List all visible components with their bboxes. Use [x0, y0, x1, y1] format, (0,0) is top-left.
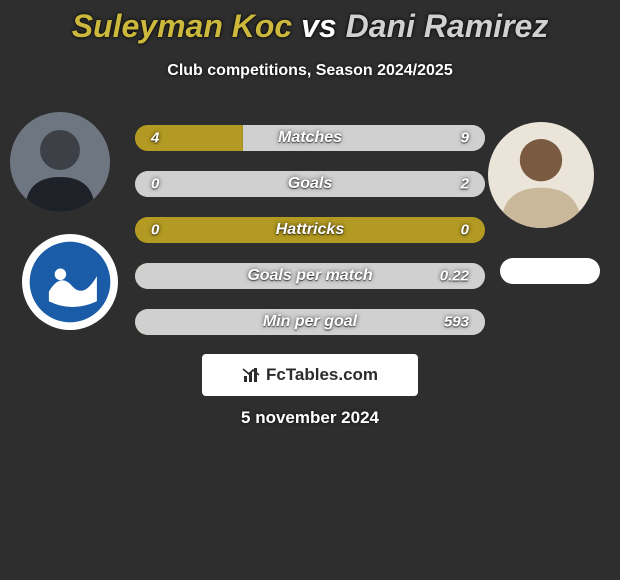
stat-row: Goals0 2	[135, 171, 485, 197]
stat-value-b: 0	[461, 222, 469, 239]
stat-row: Matches4 9	[135, 125, 485, 151]
stat-bars: Matches49Goals02Hattricks00Goals per mat…	[135, 125, 485, 355]
stat-row: Min per goal593	[135, 309, 485, 335]
branding-badge: FcTables.com	[202, 354, 418, 396]
title-player-b: Dani Ramirez	[346, 8, 549, 44]
stat-label: Matches	[135, 129, 485, 147]
title-player-a: Suleyman Koc	[72, 8, 293, 44]
stat-label: Min per goal	[135, 313, 485, 331]
stat-value-b: 0.22	[440, 268, 469, 285]
branding-text: FcTables.com	[266, 365, 378, 385]
stat-value-b: 9	[461, 130, 469, 147]
subtitle: Club competitions, Season 2024/2025	[0, 62, 620, 80]
stat-value-a: 4	[151, 130, 159, 147]
stat-value-b: 593	[444, 314, 469, 331]
stat-value-b: 2	[461, 176, 469, 193]
date-footer: 5 november 2024	[0, 408, 620, 428]
avatar-placeholder	[488, 122, 594, 228]
avatar-player-b	[488, 122, 594, 228]
comparison-canvas: Suleyman Koc vs Dani Ramirez Club compet…	[0, 0, 620, 580]
avatar-placeholder	[10, 112, 110, 212]
stat-value-a: 0	[151, 222, 159, 239]
person-icon	[10, 112, 110, 212]
person-icon	[488, 122, 594, 228]
team-logo-a	[22, 234, 118, 330]
stat-label: Hattricks	[135, 221, 485, 239]
stat-value-a: 0	[151, 176, 159, 193]
stat-label: Goals	[135, 175, 485, 193]
team-logo-b	[500, 258, 600, 284]
chart-icon	[242, 366, 262, 384]
stat-row: Hattricks0 0	[135, 217, 485, 243]
title-sep: vs	[292, 8, 345, 44]
crest-icon	[22, 234, 118, 330]
avatar-player-a	[10, 112, 110, 212]
stat-row: Goals per match0.22	[135, 263, 485, 289]
page-title: Suleyman Koc vs Dani Ramirez	[0, 8, 620, 45]
stat-label: Goals per match	[135, 267, 485, 285]
